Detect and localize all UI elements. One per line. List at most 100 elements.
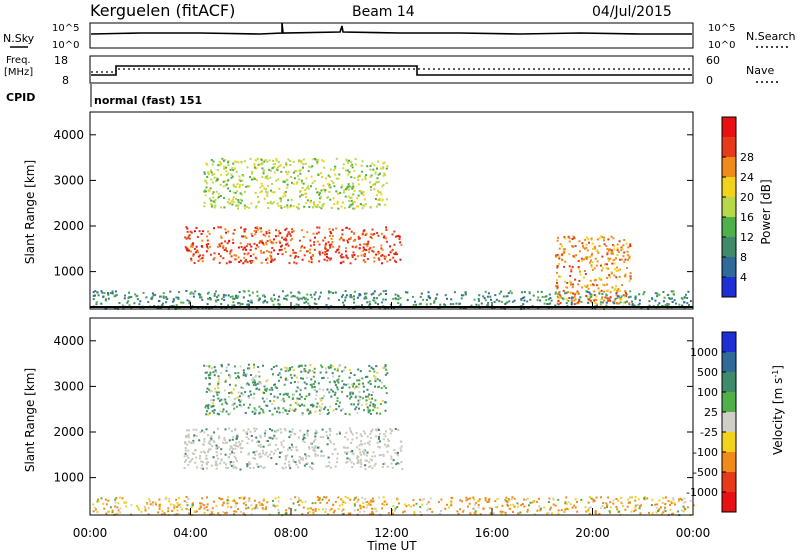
- echo-cell: [477, 304, 480, 307]
- echo-cell: [271, 402, 274, 405]
- echo-cell: [288, 507, 291, 510]
- echo-cell: [344, 195, 347, 198]
- echo-cell: [555, 285, 557, 288]
- echo-cell: [368, 461, 371, 464]
- echo-cell: [617, 251, 620, 253]
- echo-cell: [278, 411, 281, 414]
- echo-cell: [149, 500, 151, 503]
- echo-cell: [380, 255, 383, 257]
- echo-cell: [625, 295, 627, 298]
- echo-cell: [619, 301, 622, 304]
- echo-cell: [261, 162, 264, 165]
- echo-cell: [350, 395, 353, 398]
- echo-cell: [232, 191, 235, 194]
- echo-cell: [305, 300, 308, 303]
- echo-cell: [578, 240, 581, 243]
- echo-cell: [326, 255, 328, 258]
- power-ylabel: Slant Range [km]: [23, 160, 37, 264]
- echo-cell: [532, 500, 535, 503]
- echo-cell: [325, 367, 327, 370]
- echo-cell: [606, 251, 609, 254]
- echo-cell: [369, 383, 372, 386]
- echo-cell: [450, 298, 453, 301]
- echo-cell: [398, 238, 401, 240]
- echo-cell: [493, 301, 496, 303]
- echo-cell: [315, 187, 317, 190]
- echo-cell: [257, 465, 260, 468]
- echo-cell: [280, 443, 283, 446]
- echo-cell: [239, 447, 242, 450]
- echo-cell: [340, 387, 343, 390]
- echo-cell: [291, 228, 294, 231]
- echo-cell: [362, 259, 365, 262]
- colorbar-tick-label: -500: [693, 466, 718, 479]
- echo-cell: [311, 182, 314, 185]
- echo-cell: [277, 374, 280, 376]
- echo-cell: [338, 405, 341, 408]
- echo-cell: [489, 507, 492, 510]
- echo-cell: [477, 504, 480, 506]
- echo-cell: [287, 231, 290, 234]
- echo-cell: [340, 186, 343, 189]
- echo-cell: [366, 395, 369, 398]
- echo-cell: [360, 435, 363, 438]
- echo-cell: [325, 253, 328, 256]
- echo-cell: [578, 299, 581, 302]
- echo-cell: [570, 299, 573, 302]
- echo-cell: [672, 290, 675, 293]
- echo-cell: [428, 296, 431, 299]
- echo-cell: [283, 181, 286, 184]
- echo-cell: [347, 183, 350, 186]
- echo-cell: [392, 459, 395, 462]
- echo-cell: [245, 185, 248, 188]
- echo-cell: [257, 444, 260, 447]
- echo-cell: [683, 507, 686, 510]
- echo-cell: [296, 501, 299, 503]
- echo-cell: [284, 392, 287, 395]
- echo-cell: [370, 174, 373, 177]
- echo-cell: [619, 258, 622, 261]
- echo-cell: [215, 371, 218, 374]
- echo-cell: [348, 185, 351, 188]
- echo-cell: [296, 296, 299, 299]
- echo-cell: [210, 512, 213, 515]
- echo-cell: [151, 501, 154, 504]
- echo-cell: [348, 238, 350, 241]
- echo-cell: [223, 197, 225, 200]
- echo-cell: [369, 236, 372, 238]
- echo-cell: [565, 298, 568, 301]
- echo-cell: [557, 262, 560, 265]
- echo-cell: [253, 166, 256, 169]
- echo-cell: [364, 497, 367, 500]
- echo-cell: [238, 395, 241, 398]
- echo-cell: [304, 398, 306, 400]
- echo-cell: [336, 200, 339, 203]
- echo-cell: [349, 165, 352, 167]
- echo-cell: [357, 255, 359, 258]
- echo-cell: [109, 292, 112, 295]
- echo-cell: [211, 507, 214, 510]
- echo-cell: [620, 246, 623, 249]
- echo-cell: [358, 294, 361, 297]
- echo-cell: [254, 381, 257, 384]
- echo-cell: [275, 387, 278, 389]
- echo-cell: [346, 497, 349, 500]
- echo-cell: [370, 366, 373, 369]
- echo-cell: [588, 261, 591, 264]
- echo-cell: [629, 496, 632, 499]
- echo-cell: [419, 511, 422, 513]
- echo-cell: [347, 161, 350, 164]
- echo-cell: [495, 298, 498, 301]
- echo-cell: [590, 238, 593, 241]
- echo-cell: [246, 303, 249, 306]
- echo-cell: [484, 299, 487, 302]
- echo-cell: [348, 199, 351, 202]
- echo-cell: [210, 178, 213, 181]
- echo-cell: [355, 385, 358, 388]
- echo-cell: [253, 407, 256, 410]
- echo-cell: [344, 366, 347, 369]
- echo-cell: [592, 283, 594, 286]
- echo-cell: [251, 508, 254, 511]
- echo-cell: [233, 254, 236, 257]
- echo-cell: [458, 302, 461, 305]
